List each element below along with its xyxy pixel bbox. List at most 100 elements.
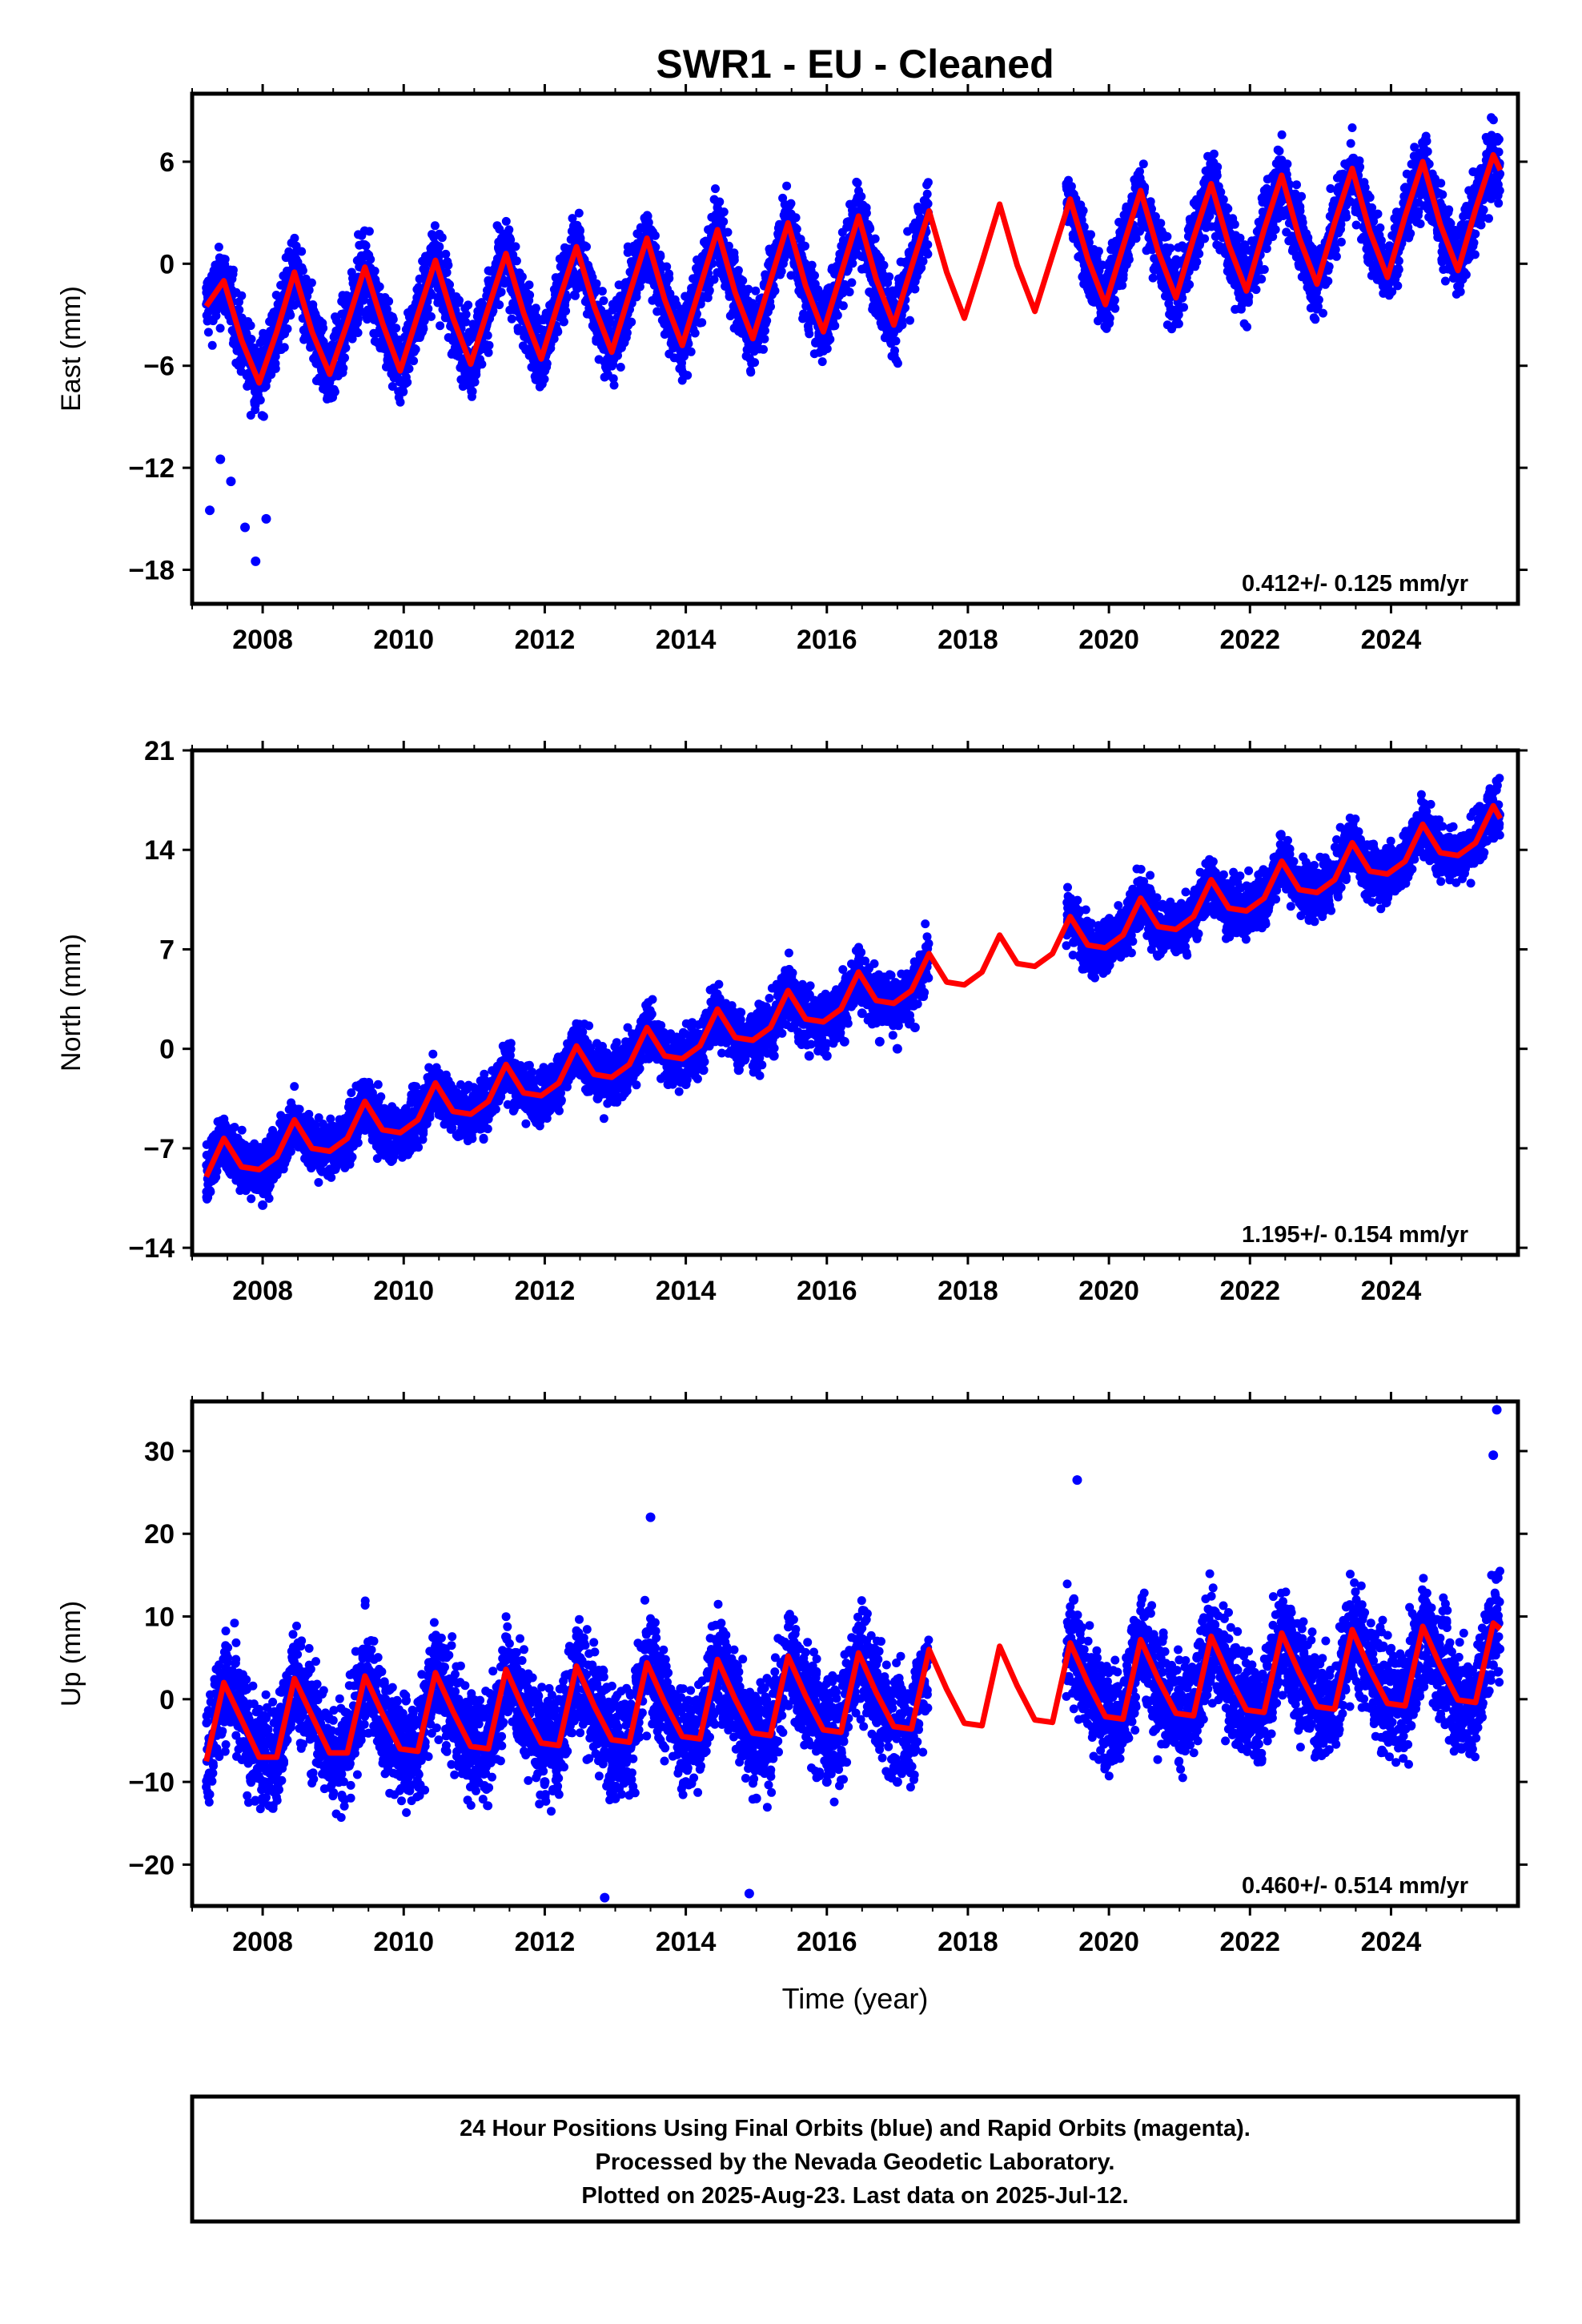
data-point <box>207 340 217 350</box>
data-point <box>1259 265 1269 274</box>
data-point <box>501 216 511 226</box>
data-point <box>891 336 901 346</box>
data-point <box>729 252 739 262</box>
data-point <box>845 287 854 297</box>
data-point <box>750 358 760 368</box>
chart-title: SWR1 - EU - Cleaned <box>656 42 1054 86</box>
data-point <box>1292 180 1301 190</box>
data-point <box>1195 249 1204 259</box>
data-point <box>562 293 572 303</box>
data-point <box>430 221 440 231</box>
data-point <box>517 272 527 282</box>
data-point <box>762 316 772 325</box>
data-point <box>1185 279 1195 289</box>
data-point <box>512 256 521 266</box>
data-point <box>616 363 625 372</box>
data-point <box>364 227 374 236</box>
data-point <box>1162 231 1172 241</box>
data-point <box>220 255 230 264</box>
data-point <box>923 199 933 208</box>
data-point <box>627 317 636 327</box>
data-point <box>409 356 419 366</box>
data-point <box>1110 304 1120 313</box>
data-point <box>455 296 464 305</box>
data-point <box>574 208 584 218</box>
data-point <box>656 251 665 261</box>
data-point <box>249 343 259 352</box>
data-point <box>319 324 328 333</box>
data-point <box>1179 303 1188 312</box>
data-point <box>298 266 307 275</box>
data-point <box>511 242 520 251</box>
data-point <box>1295 206 1305 215</box>
data-point <box>461 310 471 320</box>
data-point <box>1314 295 1323 304</box>
data-point <box>1230 219 1239 229</box>
data-point <box>247 335 256 344</box>
data-point <box>805 329 814 339</box>
data-point <box>1271 225 1280 235</box>
data-point <box>387 382 397 391</box>
data-point <box>1200 234 1210 243</box>
data-point <box>437 233 447 243</box>
data-point <box>399 387 408 396</box>
data-point <box>1078 206 1088 215</box>
data-point <box>370 267 379 275</box>
data-point <box>683 371 693 380</box>
data-point <box>923 178 933 187</box>
data-point <box>495 300 504 310</box>
data-point <box>235 305 244 315</box>
data-point <box>822 344 832 353</box>
data-point <box>542 359 552 368</box>
data-point <box>597 287 607 296</box>
data-point <box>690 328 700 338</box>
data-point <box>561 306 571 316</box>
data-point <box>719 207 729 217</box>
data-point <box>879 260 889 270</box>
data-point <box>847 278 857 287</box>
data-point <box>807 260 817 270</box>
data-point <box>507 314 516 324</box>
data-point <box>817 357 827 367</box>
data-point <box>786 199 796 208</box>
data-point <box>1311 315 1320 324</box>
data-point <box>304 285 314 295</box>
data-point <box>411 344 420 354</box>
data-point <box>751 286 761 296</box>
data-point <box>770 286 780 296</box>
data-point <box>1110 296 1119 305</box>
data-point <box>361 241 371 251</box>
data-point <box>838 301 848 311</box>
data-point <box>531 304 540 313</box>
data-point <box>396 397 405 407</box>
data-point <box>923 249 933 259</box>
data-point <box>777 267 786 276</box>
data-point <box>441 249 451 259</box>
data-point <box>442 267 452 277</box>
data-point <box>801 241 809 251</box>
data-point <box>1257 275 1267 283</box>
data-point <box>1209 149 1219 159</box>
data-point <box>214 243 223 251</box>
data-point <box>853 179 862 188</box>
data-point <box>279 343 289 352</box>
data-point <box>290 233 299 243</box>
data-point <box>339 364 348 373</box>
data-point <box>525 290 535 300</box>
data-point <box>1086 230 1095 239</box>
data-point <box>307 278 316 287</box>
data-point <box>1213 163 1223 171</box>
data-point <box>1243 298 1253 308</box>
data-point <box>592 279 601 288</box>
data-point <box>203 328 213 337</box>
data-point <box>865 224 875 234</box>
data-point <box>524 280 534 290</box>
data-point <box>461 317 471 327</box>
data-point <box>434 249 444 259</box>
data-point <box>297 247 307 256</box>
data-point <box>470 377 480 387</box>
data-point <box>890 346 899 356</box>
data-point <box>910 284 920 294</box>
data-point <box>444 260 453 270</box>
data-point <box>436 321 445 331</box>
